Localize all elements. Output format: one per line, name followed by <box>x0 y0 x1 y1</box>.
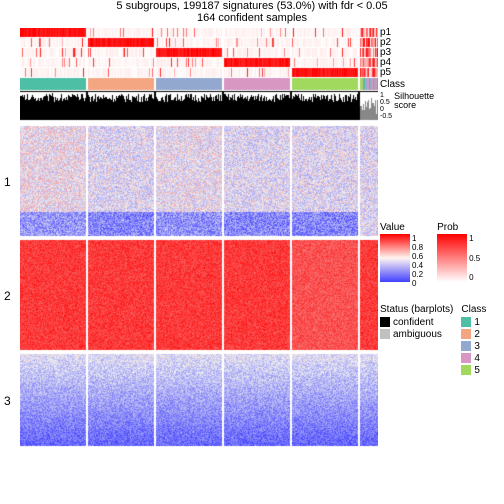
silhouette-tick: 1 <box>380 92 392 99</box>
p-label: p4 <box>380 58 500 68</box>
row-cluster-label: 3 <box>4 394 11 408</box>
status-item-label: ambiguous <box>393 329 442 340</box>
silhouette-tick: -0.5 <box>380 113 392 120</box>
prob-gradient <box>437 234 467 282</box>
silhouette-tick: 0.5 <box>380 99 392 106</box>
row-cluster-label: 2 <box>4 289 11 303</box>
status-legend: Status (barplots)confidentambiguous <box>380 302 453 376</box>
value-tick: 0.2 <box>412 270 423 279</box>
class-item-label: 5 <box>474 365 480 376</box>
value-tick: 0.6 <box>412 252 423 261</box>
class-swatch <box>461 329 471 339</box>
class-item-label: 3 <box>474 341 480 352</box>
class-item-label: 4 <box>474 353 480 364</box>
title-line-1: 5 subgroups, 199187 signatures (53.0%) w… <box>0 0 504 12</box>
status-item-label: confident <box>393 317 434 328</box>
silhouette-tick: 0 <box>380 106 392 113</box>
value-tick: 0.4 <box>412 261 423 270</box>
row-cluster-labels: 1 2 3 <box>0 28 20 464</box>
row-cluster-label: 1 <box>4 175 11 189</box>
value-gradient <box>380 234 410 282</box>
heatmap-canvas <box>20 28 378 464</box>
silhouette-label: Silhouettescore <box>394 92 434 120</box>
prob-tick: 0.5 <box>469 254 480 263</box>
class-swatch <box>461 353 471 363</box>
prob-tick: 0 <box>469 273 480 282</box>
p-label: p3 <box>380 48 500 58</box>
value-tick: 1 <box>412 234 423 243</box>
status-swatch <box>380 329 390 339</box>
class-track-label: Class <box>380 78 500 92</box>
class-legend: Class12345 <box>461 302 486 376</box>
class-swatch <box>461 365 471 375</box>
p-label: p1 <box>380 28 500 38</box>
class-item-label: 2 <box>474 329 480 340</box>
prob-legend: Prob10.50 <box>437 220 480 282</box>
p-label: p5 <box>380 68 500 78</box>
class-swatch <box>461 317 471 327</box>
status-swatch <box>380 317 390 327</box>
prob-tick: 1 <box>469 234 480 243</box>
right-legend-area: p1p2p3p4p5Class10.50-0.5SilhouettescoreV… <box>378 28 500 464</box>
p-label: p2 <box>380 38 500 48</box>
title-line-2: 164 confident samples <box>0 12 504 24</box>
class-item-label: 1 <box>474 317 480 328</box>
value-tick: 0 <box>412 279 423 288</box>
value-tick: 0.8 <box>412 243 423 252</box>
value-legend: Value10.80.60.40.20 <box>380 220 423 282</box>
class-swatch <box>461 341 471 351</box>
